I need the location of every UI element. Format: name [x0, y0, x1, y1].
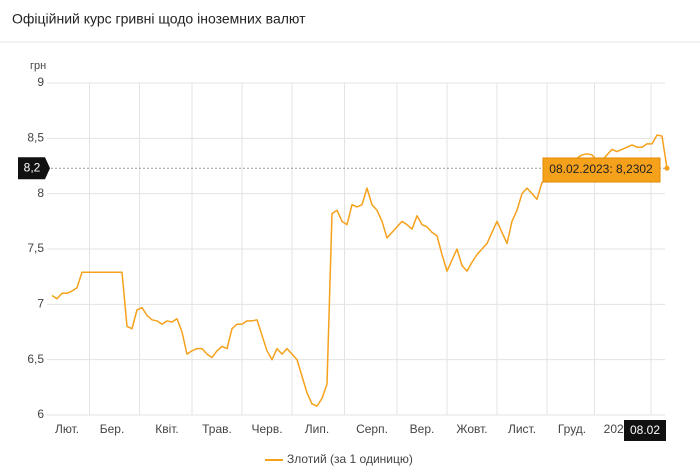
y-unit: грн: [30, 60, 46, 72]
chart-title: Офіційний курс гривні щодо іноземних вал…: [12, 11, 306, 27]
crosshair-y-label: 8,2: [24, 160, 41, 174]
x-tick-label: Жовт.: [456, 422, 487, 436]
crosshair-y-box: [18, 157, 50, 180]
x-tick-label: Вер.: [410, 422, 435, 436]
x-tick-label: Квіт.: [155, 422, 179, 436]
tooltip-box: [542, 157, 661, 183]
crosshair-x-box: [624, 420, 666, 441]
y-tick-label: 9: [37, 75, 44, 89]
x-tick-label: Трав.: [202, 422, 232, 436]
x-tick-label: Черв.: [251, 422, 282, 436]
x-tick-label: Бер.: [100, 422, 125, 436]
x-tick-label: Лип.: [305, 422, 329, 436]
crosshair-x-label: 08.02: [630, 423, 660, 437]
x-tick-label: Груд.: [558, 422, 586, 436]
y-tick-label: 7,5: [27, 241, 44, 255]
y-tick-label: 6,5: [27, 352, 44, 366]
x-tick-label: Лист.: [508, 422, 536, 436]
y-tick-label: 8: [37, 186, 44, 200]
x-tick-label: 2023: [604, 422, 631, 436]
y-tick-label: 8,5: [27, 131, 44, 145]
y-tick-label: 7: [37, 297, 44, 311]
x-tick-label: Серп.: [356, 422, 388, 436]
tooltip-text: 08.02.2023: 8,2302: [549, 162, 653, 176]
point-marker: [664, 165, 670, 171]
x-tick-label: Лют.: [55, 422, 79, 436]
y-tick-label: 6: [37, 407, 44, 421]
legend-label: Злотий (за 1 одиницю): [287, 452, 413, 466]
